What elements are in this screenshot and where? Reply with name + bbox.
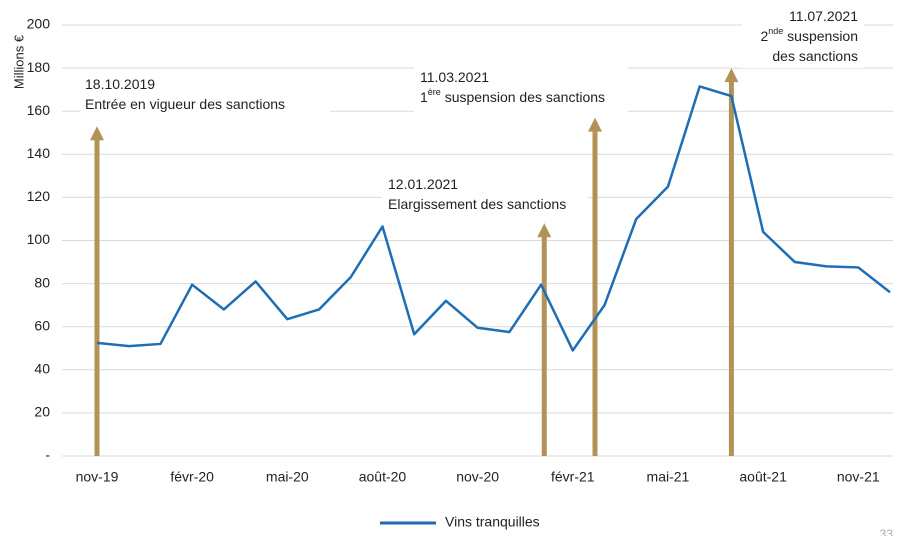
text-segment: Entrée en vigueur des sanctions xyxy=(85,96,285,112)
page-number: 33 xyxy=(880,527,894,536)
y-tick-label: 180 xyxy=(27,59,51,75)
x-tick-label: mai-20 xyxy=(266,469,309,485)
text-segment: 18.10.2019 xyxy=(85,76,155,92)
arrow-head xyxy=(724,68,739,83)
x-tick-label: août-21 xyxy=(739,469,787,485)
y-tick-label: 140 xyxy=(27,145,51,161)
text-segment: des sanctions xyxy=(772,48,858,64)
y-tick-label: 160 xyxy=(27,102,51,118)
x-tick-label: nov-20 xyxy=(456,469,499,485)
y-axis-label: Millions € xyxy=(11,34,26,89)
superscript: nde xyxy=(768,26,783,36)
legend-label: Vins tranquilles xyxy=(445,514,540,530)
x-tick-label: août-20 xyxy=(359,469,407,485)
arrow-head xyxy=(90,126,104,141)
x-tick-label: nov-21 xyxy=(837,469,880,485)
arrow-head xyxy=(588,117,603,132)
annotation-text: 18.10.2019 xyxy=(85,76,155,92)
arrow-head xyxy=(537,223,552,238)
annotation-text: 11.07.2021 xyxy=(789,8,858,24)
annotation-text: 2nde suspension xyxy=(760,26,858,43)
annotation-text: 11.03.2021 xyxy=(420,69,489,85)
y-tick-label: 80 xyxy=(34,274,50,290)
annotation-text: des sanctions xyxy=(772,48,858,64)
y-tick-label: 100 xyxy=(27,231,51,247)
series-line xyxy=(96,85,891,352)
x-tick-label: mai-21 xyxy=(647,469,690,485)
annotation-text: Elargissement des sanctions xyxy=(388,196,566,212)
text-segment: Elargissement des sanctions xyxy=(388,196,566,212)
annotation-box xyxy=(414,62,628,112)
superscript: ère xyxy=(428,87,441,97)
annotation-box xyxy=(382,170,588,216)
annotation-box xyxy=(80,70,330,116)
text-segment: 1 xyxy=(420,89,428,105)
annotation-text: 1ère suspension des sanctions xyxy=(420,87,605,104)
annotation-box xyxy=(742,4,864,68)
annotation-text: Entrée en vigueur des sanctions xyxy=(85,96,285,112)
y-tick-label: 120 xyxy=(27,188,51,204)
y-tick-label: - xyxy=(45,447,50,463)
y-tick-label: 200 xyxy=(27,16,51,32)
x-tick-label: févr-20 xyxy=(170,469,214,485)
y-tick-label: 60 xyxy=(34,317,50,333)
annotation-text: 12.01.2021 xyxy=(388,176,458,192)
text-segment: 11.07.2021 xyxy=(789,8,858,24)
text-segment: 2 xyxy=(760,28,768,44)
x-tick-label: févr-21 xyxy=(551,469,595,485)
text-segment: suspension xyxy=(783,28,858,44)
y-tick-label: 20 xyxy=(34,404,50,420)
y-tick-label: 40 xyxy=(34,361,50,377)
text-segment: suspension des sanctions xyxy=(441,89,605,105)
text-segment: 11.03.2021 xyxy=(420,69,489,85)
x-tick-label: nov-19 xyxy=(76,469,119,485)
text-segment: 12.01.2021 xyxy=(388,176,458,192)
